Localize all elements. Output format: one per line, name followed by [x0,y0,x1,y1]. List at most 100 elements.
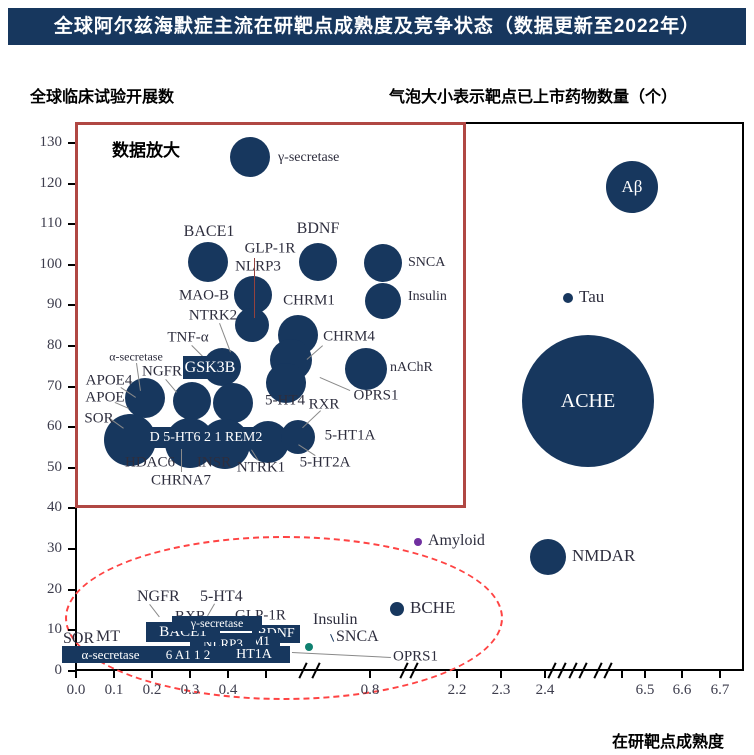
x-tick-label: 2.3 [491,682,511,698]
zoom-box-label: 数据放大 [112,141,180,160]
target-label: α-secretase [109,349,163,364]
x-tick-label: 0.8 [360,682,380,698]
target-label: RXR [308,396,340,413]
x-axis-tick [719,671,721,678]
y-tick-label: 110 [40,215,62,231]
target-label: Tau [579,287,605,306]
x-tick-label: 6.7 [710,682,730,698]
bubble-NGFR [173,382,211,420]
y-axis-tick [68,548,75,550]
marker-dot [305,643,313,651]
target-label-bottom: SOR [63,630,95,647]
target-label-bottom: MT [96,628,120,645]
x-axis-tick [75,671,77,678]
y-axis-tick [68,629,75,631]
boxed-label: γ-secretase [172,616,262,631]
x-tick-label: 6.5 [635,682,655,698]
boxed-label: D 5-HT6 2 1 REM2 [145,427,267,448]
y-tick-label: 10 [47,621,62,637]
target-label: CHRM1 [283,292,335,309]
y-tick-label: 100 [39,256,63,272]
bubble-ACHE: ACHE [522,335,654,467]
y-tick-label: 120 [39,175,63,191]
x-axis-tick [544,671,546,678]
x-tick-label: 2.4 [535,682,555,698]
target-label: TNF-α [167,329,209,346]
target-label: BCHE [410,598,456,617]
bubble-GLP-1R [234,276,272,314]
bubble-nAChR [345,348,387,390]
x-axis-tick [151,671,153,678]
y-axis-tick [68,467,75,469]
bubble-SNCA [364,244,402,282]
bubble-γ-secretase [230,137,270,177]
bubble-NLRP3 [235,308,269,342]
x-axis-title: 在研靶点成熟度 [612,734,725,751]
x-axis-tick [681,671,683,678]
y-tick-label: 70 [47,378,62,394]
bubble-size-note: 气泡大小表示靶点已上市药物数量（个） [389,89,678,106]
y-tick-label: 80 [47,337,62,353]
y-tick-label: 40 [47,499,62,515]
boxed-label: HT1A [218,646,290,663]
x-tick-label: 2.2 [447,682,467,698]
target-label: CHRM4 [323,328,375,345]
y-tick-label: 20 [47,581,62,597]
marker-Amyloid [414,538,422,546]
highlight-ellipse [65,536,503,700]
x-tick-label: 6.6 [672,682,692,698]
bubble-5-HT4 [213,383,253,423]
y-tick-label: 30 [47,540,62,556]
target-label: Amyloid [428,532,485,549]
target-label: NLRP3 [235,258,281,275]
x-tick-label: 0.4 [218,682,238,698]
bubble-OPRS1 [266,363,306,403]
x-tick-label: 0.3 [180,682,200,698]
y-axis-tick [68,386,75,388]
y-axis-tick [68,264,75,266]
x-tick-label: 0.0 [66,682,86,698]
y-tick-label: 50 [47,459,62,475]
target-label: NTRK2 [188,307,238,324]
x-axis-tick [500,671,502,678]
boxed-label: 6 A1 1 2 [156,646,220,663]
target-label: BDNF [296,220,340,237]
x-axis-tick [189,671,191,678]
y-axis-tick [68,426,75,428]
y-axis-title: 全球临床试验开展数 [30,89,175,106]
target-label: BACE1 [183,223,235,240]
bubble-Insulin [365,283,401,319]
y-axis-tick [68,345,75,347]
target-label: 5-HT4 [265,392,305,409]
bubble-Aβ: Aβ [606,161,658,213]
target-label: INSR [196,454,232,471]
target-label: OPRS1 [353,387,399,404]
target-label: Insulin [408,289,447,304]
y-axis-tick [68,507,75,509]
x-axis-tick [265,671,267,678]
zoom-inset-box [75,122,466,508]
target-label-bottom: 5-HT4 [200,588,243,605]
target-label: MAO-B [178,287,230,304]
y-axis-tick [68,589,75,591]
target-label: SOR [84,410,114,427]
target-label: GLP-1R [244,240,296,257]
target-label: CHRNA7 [150,472,212,489]
y-axis-tick [68,183,75,185]
x-tick-label: 0.2 [142,682,162,698]
target-label: 5-HT1A [324,427,376,444]
boxed-label: α-secretase [62,646,159,663]
bubble-5-HT1A [281,420,315,454]
y-axis-tick [68,223,75,225]
target-label: NMDAR [572,546,636,565]
target-label: γ-secretase [278,150,340,165]
y-tick-label: 90 [47,296,62,312]
target-label: SNCA [408,255,446,270]
target-label: APOE [85,389,125,406]
x-axis-tick [621,671,623,678]
bubble-BACE1 [188,242,228,282]
boxed-label: GSK3B [183,356,237,379]
y-axis-tick [68,304,75,306]
x-axis-tick [113,671,115,678]
